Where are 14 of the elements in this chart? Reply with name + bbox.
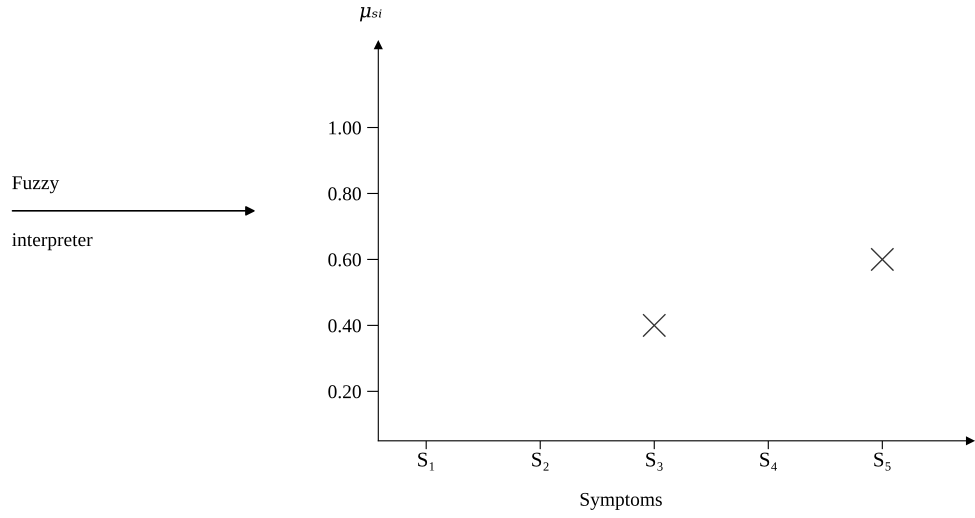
x-tick-label: S₅ <box>874 452 891 471</box>
text: Fuzzy <box>12 176 60 194</box>
y-tick-label: 0.20 <box>328 385 361 398</box>
y-tick-label: 0.80 <box>328 187 361 200</box>
x-tick-label: S₄ <box>760 452 777 471</box>
text: interpreter <box>12 233 92 250</box>
y-axis-title: μₛᵢ <box>360 7 382 22</box>
x-tick-label: S₁ <box>418 452 434 471</box>
y-tick-label: 0.60 <box>328 253 361 266</box>
y-tick-label: 0.40 <box>328 319 361 332</box>
x-tick-label: S₃ <box>646 452 663 471</box>
x-axis-title: Symptoms <box>580 492 662 510</box>
x-tick-label: S₂ <box>532 452 549 471</box>
y-tick-label: 1.00 <box>329 121 361 135</box>
